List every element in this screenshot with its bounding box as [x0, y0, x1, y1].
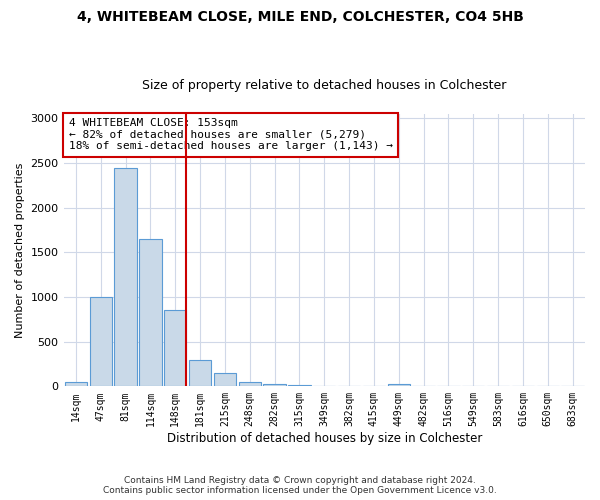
Bar	[164, 310, 187, 386]
Bar	[388, 384, 410, 386]
Bar	[139, 239, 161, 386]
Bar	[189, 360, 211, 386]
X-axis label: Distribution of detached houses by size in Colchester: Distribution of detached houses by size …	[167, 432, 482, 445]
Bar	[115, 168, 137, 386]
Bar	[288, 384, 311, 386]
Text: 4 WHITEBEAM CLOSE: 153sqm
← 82% of detached houses are smaller (5,279)
18% of se: 4 WHITEBEAM CLOSE: 153sqm ← 82% of detac…	[69, 118, 393, 152]
Bar	[263, 384, 286, 386]
Y-axis label: Number of detached properties: Number of detached properties	[15, 162, 25, 338]
Bar	[214, 373, 236, 386]
Bar	[239, 382, 261, 386]
Bar	[89, 297, 112, 386]
Title: Size of property relative to detached houses in Colchester: Size of property relative to detached ho…	[142, 79, 506, 92]
Text: Contains HM Land Registry data © Crown copyright and database right 2024.
Contai: Contains HM Land Registry data © Crown c…	[103, 476, 497, 495]
Bar	[65, 382, 87, 386]
Text: 4, WHITEBEAM CLOSE, MILE END, COLCHESTER, CO4 5HB: 4, WHITEBEAM CLOSE, MILE END, COLCHESTER…	[77, 10, 523, 24]
